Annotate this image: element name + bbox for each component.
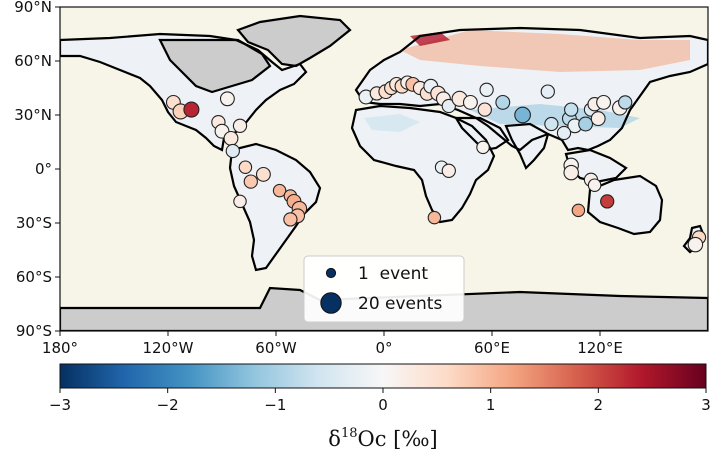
sahara-cool-patch <box>364 114 420 132</box>
x-tick-label: 60°W <box>255 339 297 357</box>
event-marker-12 <box>255 166 271 182</box>
map-panel <box>59 6 709 332</box>
legend-marker-1 <box>325 267 337 279</box>
maritime-asia <box>566 150 626 182</box>
event-markers <box>165 75 707 253</box>
colorbar-tick-label: 2 <box>594 396 604 414</box>
greenland-coastline <box>236 14 352 68</box>
colorbar-tick-label: 3 <box>701 396 711 414</box>
x-tick-label: 120°E <box>577 339 623 357</box>
event-marker-19 <box>283 212 298 227</box>
event-marker-33 <box>441 98 456 114</box>
legend-box <box>303 255 465 323</box>
y-tick-label: 90°N <box>14 0 52 16</box>
legend: 1 event 20 events <box>303 255 465 323</box>
legend-marker-2 <box>320 292 342 314</box>
event-marker-55 <box>476 140 490 155</box>
eurasia-coastline <box>354 26 708 152</box>
event-marker-9 <box>225 143 240 159</box>
event-marker-47 <box>590 111 606 127</box>
event-marker-43 <box>564 102 579 117</box>
event-marker-38 <box>514 106 531 124</box>
event-marker-53 <box>441 163 456 178</box>
event-marker-62 <box>600 194 615 209</box>
australia <box>588 176 662 234</box>
india <box>506 124 548 168</box>
india-coastline <box>504 122 550 170</box>
event-marker-36 <box>477 102 492 117</box>
event-marker-4 <box>219 91 235 107</box>
event-marker-37 <box>495 94 511 110</box>
event-marker-54 <box>427 210 442 225</box>
event-marker-58 <box>563 164 579 181</box>
y-tick-label: 30°N <box>14 106 52 124</box>
greenland <box>238 16 350 66</box>
event-marker-50 <box>540 84 555 99</box>
event-marker-64 <box>687 236 704 253</box>
colorbar-tick-label: −3 <box>49 396 71 414</box>
event-marker-46 <box>596 94 612 110</box>
x-tick-label: 180° <box>42 339 78 357</box>
y-axis: 90°N 60°N 30°N 0° 30°S 60°S 90°S <box>14 0 60 340</box>
event-marker-39 <box>544 116 559 132</box>
event-marker-61 <box>571 203 586 218</box>
colorbar-tick-label: 0 <box>378 396 388 414</box>
colorbar: −3 −2 −1 0 1 2 3 δ18Oc [‰] <box>49 363 711 451</box>
y-tick-label: 90°S <box>16 322 52 340</box>
colorbar-label: δ18Oc [‰] <box>328 426 437 451</box>
arabia-coastline <box>454 116 510 152</box>
australia-coastline <box>586 174 664 236</box>
event-marker-8 <box>232 118 248 133</box>
colorbar-gradient <box>59 363 707 389</box>
event-marker-56 <box>556 125 572 141</box>
north-america-ice-coastline <box>158 38 272 94</box>
event-marker-60 <box>587 178 602 192</box>
event-marker-14 <box>272 183 287 198</box>
y-tick-label: 30°S <box>16 214 52 232</box>
event-marker-42 <box>578 116 594 132</box>
event-marker-3 <box>183 101 200 118</box>
event-marker-13 <box>233 194 247 209</box>
antarctica-coastline <box>60 286 708 331</box>
africa-coastline <box>350 104 496 224</box>
x-axis: 180° 120°W 60°W 0° 60°E 120°E <box>42 331 623 357</box>
north-america-ice <box>160 40 270 92</box>
x-tick-label: 120°W <box>143 339 194 357</box>
colorbar-tick-label: −2 <box>157 396 179 414</box>
colorbar-tick-label: −1 <box>264 396 286 414</box>
colorbar-ticks: −3 −2 −1 0 1 2 3 <box>49 388 711 414</box>
legend-label-2: 20 events <box>358 294 442 314</box>
eurasia-warm-band <box>400 30 690 72</box>
y-tick-label: 60°S <box>16 268 52 286</box>
event-marker-7 <box>223 130 239 146</box>
event-marker-51 <box>479 82 494 97</box>
event-marker-11 <box>243 174 258 189</box>
y-tick-label: 0° <box>35 160 52 178</box>
africa <box>352 106 494 222</box>
x-tick-label: 60°E <box>474 339 510 357</box>
x-tick-label: 0° <box>375 339 392 357</box>
event-marker-35 <box>462 94 478 110</box>
event-marker-49 <box>618 95 633 110</box>
colorbar-tick-label: 1 <box>486 396 496 414</box>
event-marker-10 <box>238 160 253 174</box>
legend-label-1: 1 event <box>358 264 428 284</box>
y-tick-label: 60°N <box>14 52 52 70</box>
